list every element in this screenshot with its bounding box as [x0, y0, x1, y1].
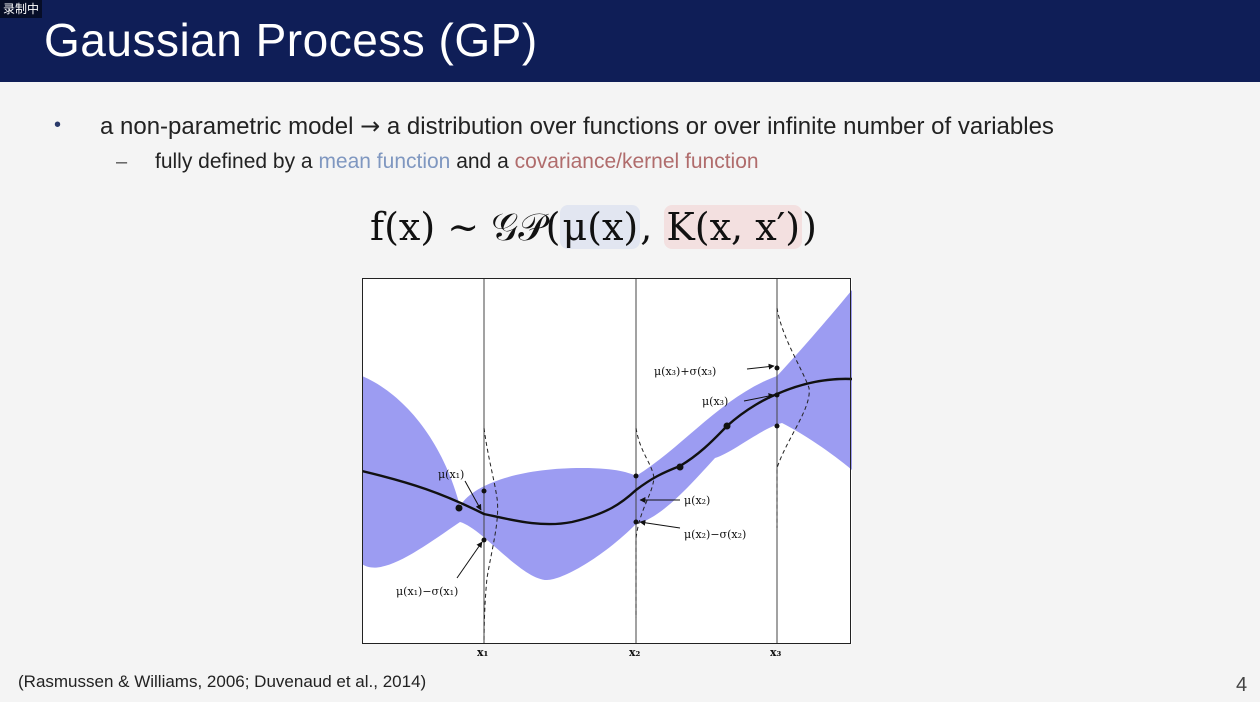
- equation-sep: ,: [640, 205, 665, 249]
- label-mu-minus-sigma-x1: μ(x₁)−σ(x₁): [396, 585, 458, 598]
- sub-bullet-prefix: fully defined by a: [155, 150, 319, 173]
- gp-figure-svg: μ(x₁) μ(x₁)−σ(x₁) μ(x₂) μ(x₂)−σ(x₂) μ(x₃…: [362, 278, 852, 659]
- citation: (Rasmussen & Williams, 2006; Duvenaud et…: [18, 672, 427, 691]
- mean-function-term: mean function: [318, 150, 451, 173]
- bullet-text: a non-parametric model → a distribution …: [100, 112, 1054, 141]
- page-number: 4: [1236, 674, 1248, 696]
- marker-mu-x1: [481, 488, 487, 494]
- observation-point: [723, 422, 731, 430]
- axis-label-x2: x₂: [629, 646, 641, 658]
- density-x2: [635, 427, 655, 618]
- density-x3: [776, 307, 810, 528]
- label-mu-x1: μ(x₁): [438, 468, 464, 481]
- arrow-mu-plus-sigma-x3: [746, 363, 775, 370]
- gp-figure: μ(x₁) μ(x₁)−σ(x₁) μ(x₂) μ(x₂)−σ(x₂) μ(x₃…: [362, 278, 852, 659]
- bullet-text-start: a non-parametric model: [100, 113, 361, 140]
- arrow-icon: →: [360, 112, 381, 140]
- label-mu-x3: μ(x₃): [702, 395, 728, 408]
- equation-mean: μ(x): [560, 205, 641, 249]
- label-mu-x2: μ(x₂): [684, 494, 710, 507]
- axis-label-x3: x₃: [770, 646, 782, 658]
- arrow-mu-minus-sigma-x1: [456, 541, 483, 579]
- observation-point: [676, 463, 684, 471]
- equation-kernel: K(x, x′): [664, 205, 803, 249]
- plot-frame: [362, 278, 851, 644]
- density-x1: [483, 427, 499, 644]
- marker-mu-minus-sigma-x3: [774, 423, 780, 429]
- equation-lhs: f(x) ~ 𝒢𝒫(: [370, 205, 561, 249]
- label-mu-minus-sigma-x2: μ(x₂)−σ(x₂): [684, 528, 746, 541]
- bullet-dot-icon: •: [54, 114, 62, 136]
- marker-mu-minus-sigma-x2: [633, 519, 639, 525]
- gp-equation: f(x) ~ 𝒢𝒫(μ(x), K(x, x′)): [370, 200, 840, 254]
- bullet-text-end: a distribution over functions or over in…: [380, 113, 1054, 140]
- sub-bullet-middle: and a: [450, 150, 515, 173]
- slide-title: Gaussian Process (GP): [44, 14, 538, 66]
- marker-mu-plus-sigma-x3: [774, 365, 780, 371]
- title-bar: Gaussian Process (GP): [0, 0, 1260, 82]
- marker-mu-minus-sigma-x1: [481, 537, 487, 543]
- recording-indicator: 录制中: [0, 0, 43, 18]
- axis-label-x1: x₁: [477, 646, 489, 658]
- observation-point: [455, 504, 463, 512]
- arrow-mu-x1: [464, 480, 482, 511]
- kernel-function-term: covariance/kernel function: [514, 150, 759, 173]
- label-mu-plus-sigma-x3: μ(x₃)+σ(x₃): [654, 365, 716, 378]
- arrow-mu-x3: [743, 393, 775, 402]
- sub-bullet-text: fully defined by a mean function and a c…: [155, 150, 759, 174]
- plot-background: [362, 278, 852, 644]
- arrow-mu-minus-sigma-x2: [639, 519, 681, 529]
- marker-mu-x3: [774, 392, 780, 398]
- equation-close: ): [802, 205, 817, 249]
- sub-bullet-dash: –: [116, 151, 128, 173]
- marker-mu-x2: [633, 473, 639, 479]
